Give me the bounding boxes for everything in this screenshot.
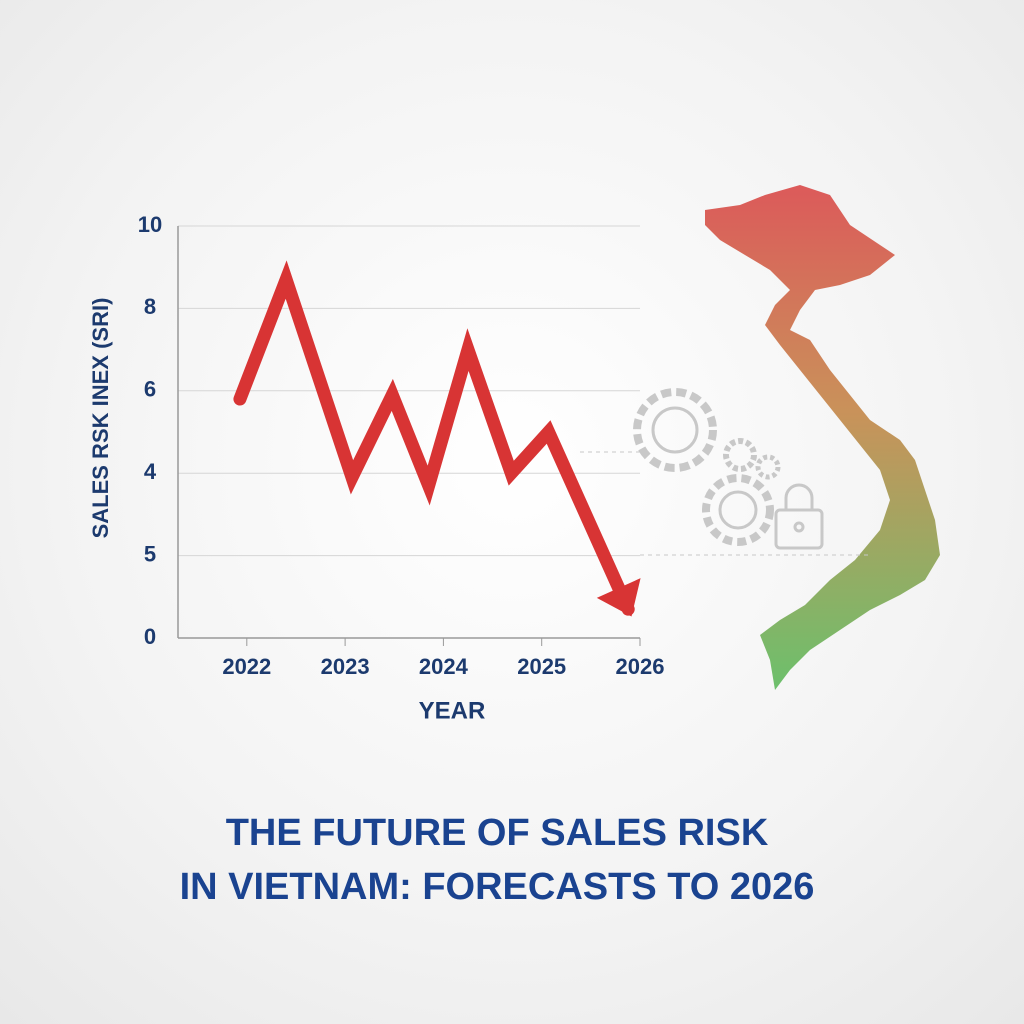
line — [233, 260, 635, 616]
x-tick-label: 2022 — [222, 654, 271, 679]
arrow-head — [596, 578, 641, 617]
gears — [580, 388, 870, 556]
x-axis-label: YEAR — [419, 697, 486, 724]
y-tick-label: 6 — [144, 377, 156, 402]
y-tick-label: 4 — [144, 459, 157, 484]
map — [705, 185, 940, 690]
y-tick-label: 0 — [144, 624, 156, 649]
x-tick-label: 2024 — [419, 654, 469, 679]
y-tick-label: 5 — [144, 541, 156, 566]
x-tick-label: 2025 — [517, 654, 566, 679]
x-tick-label: 2023 — [321, 654, 370, 679]
y-tick-label: 10 — [138, 212, 162, 237]
x-tick-label: 2026 — [616, 654, 665, 679]
title-line: IN VIETNAM: FORECASTS TO 2026 — [180, 866, 815, 908]
y-axis-label: SALES RSK INEX (SRI) — [88, 298, 113, 539]
title-line: THE FUTURE OF SALES RISK — [226, 812, 769, 854]
y-tick-label: 8 — [144, 294, 156, 319]
